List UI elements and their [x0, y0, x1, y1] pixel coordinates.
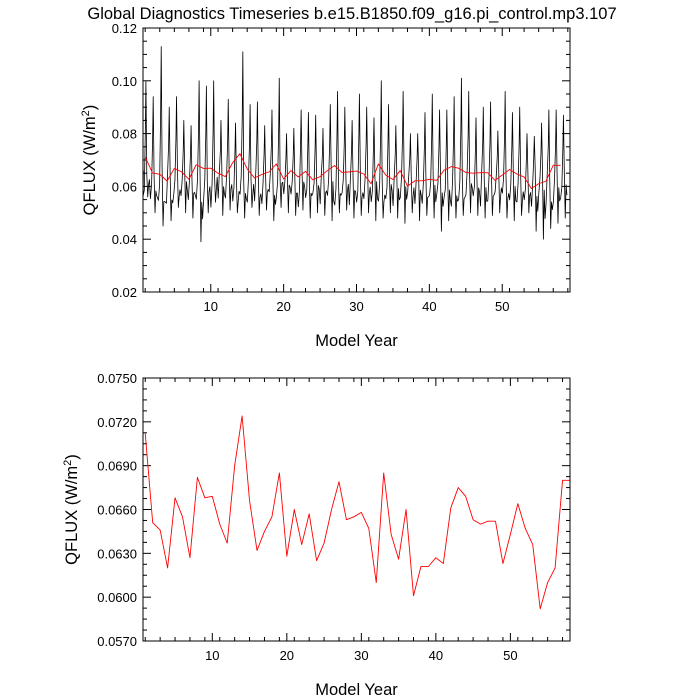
y-axis-label-superscript: 2	[80, 110, 92, 116]
x-tick-label: 30	[354, 648, 368, 663]
monthly-and-annual-panel: 10 20 30 40 50 0.02 0.04 0.06 0.08 0.10 0.12 Model …	[80, 21, 571, 350]
y-axis-label-main: QFLUX (W/m	[81, 116, 99, 215]
x-tick-label: 10	[205, 648, 219, 663]
x-axis-label: Model Year	[315, 332, 398, 350]
minor-ticks	[143, 378, 570, 641]
x-tick-label: 20	[276, 299, 290, 314]
y-tick-label: 0.0660	[97, 503, 137, 518]
y-axis-label-main: QFLUX (W/m	[63, 466, 81, 565]
x-tick-label: 40	[422, 299, 436, 314]
y-axis-label-close: )	[63, 454, 81, 460]
y-tick-label: 0.08	[112, 127, 137, 142]
x-tick-label: 50	[503, 648, 517, 663]
x-tick-label: 50	[495, 299, 509, 314]
x-axis-label: Model Year	[315, 681, 398, 699]
y-tick-label: 0.0720	[97, 415, 137, 430]
x-tick-label: 30	[349, 299, 363, 314]
y-axis-label: QFLUX (W/m2)	[62, 454, 81, 565]
y-tick-label: 0.0690	[97, 459, 137, 474]
y-tick-label: 0.0630	[97, 546, 137, 561]
x-tick-label: 40	[429, 648, 443, 663]
plot-frame	[142, 377, 571, 642]
annual-series-line	[144, 153, 561, 189]
y-tick-label: 0.0750	[97, 371, 137, 386]
y-tick-label: 0.04	[112, 232, 137, 247]
y-tick-label: 0.10	[112, 74, 137, 89]
y-axis-label-superscript: 2	[62, 460, 74, 466]
y-axis-label: QFLUX (W/m2)	[80, 105, 99, 216]
y-tick-label: 0.0600	[97, 590, 137, 605]
y-tick-label: 0.12	[112, 21, 137, 36]
y-tick-label: 0.02	[112, 285, 137, 300]
y-tick-label: 0.06	[112, 179, 137, 194]
monthly-series-line	[142, 46, 568, 243]
figure-title: Global Diagnostics Timeseries b.e15.B185…	[87, 5, 616, 23]
annual-mean-panel: 10 20 30 40 50 0.0570 0.0600 0.0630 0.0660 0.0690…	[62, 371, 571, 699]
x-tick-label: 20	[280, 648, 294, 663]
y-axis-label-close: )	[81, 105, 99, 111]
annual-series-line	[144, 415, 570, 610]
plot-frame	[142, 27, 571, 293]
y-tick-label: 0.0570	[97, 634, 137, 649]
x-tick-label: 10	[204, 299, 218, 314]
